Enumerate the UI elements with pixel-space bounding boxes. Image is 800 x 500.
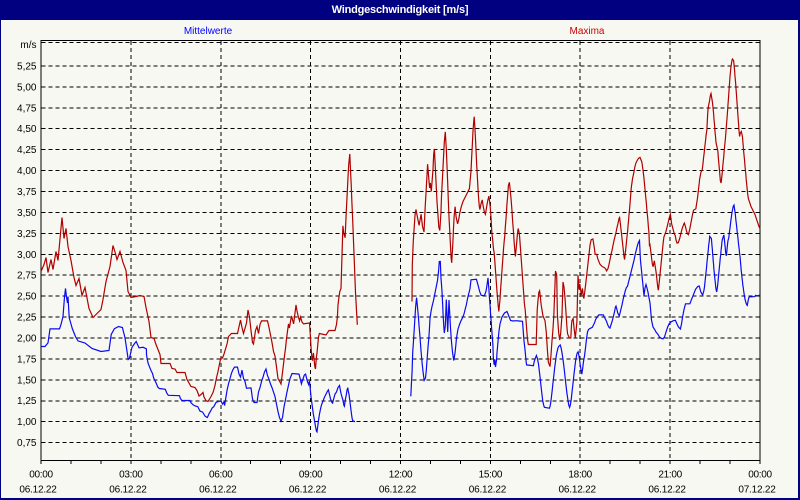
svg-text:06.12.22: 06.12.22	[379, 485, 417, 496]
svg-text:m/s: m/s	[20, 40, 36, 51]
svg-text:21:00: 21:00	[658, 470, 682, 481]
svg-text:4,50: 4,50	[17, 124, 37, 135]
svg-text:3,50: 3,50	[17, 208, 37, 219]
svg-text:3,00: 3,00	[17, 250, 37, 261]
svg-text:18:00: 18:00	[568, 470, 592, 481]
svg-text:4,00: 4,00	[17, 166, 37, 177]
svg-text:06.12.22: 06.12.22	[559, 485, 597, 496]
svg-text:2,00: 2,00	[17, 334, 37, 345]
svg-text:1,75: 1,75	[17, 354, 37, 365]
svg-text:Mittelwerte: Mittelwerte	[184, 26, 233, 37]
svg-text:06:00: 06:00	[209, 470, 233, 481]
svg-text:3,25: 3,25	[17, 229, 37, 240]
svg-text:06.12.22: 06.12.22	[109, 485, 147, 496]
svg-text:00:00: 00:00	[748, 470, 772, 481]
svg-text:06.12.22: 06.12.22	[199, 485, 237, 496]
svg-text:07.12.22: 07.12.22	[738, 485, 776, 496]
svg-text:5,25: 5,25	[17, 61, 37, 72]
svg-text:00:00: 00:00	[29, 470, 53, 481]
svg-text:2,75: 2,75	[17, 271, 37, 282]
svg-text:06.12.22: 06.12.22	[469, 485, 507, 496]
svg-text:06.12.22: 06.12.22	[289, 485, 327, 496]
svg-text:4,75: 4,75	[17, 103, 37, 114]
svg-text:3,75: 3,75	[17, 187, 37, 198]
svg-text:12:00: 12:00	[389, 470, 413, 481]
svg-text:1,25: 1,25	[17, 396, 37, 407]
svg-text:06.12.22: 06.12.22	[19, 485, 57, 496]
svg-text:2,50: 2,50	[17, 292, 37, 303]
svg-text:0,75: 0,75	[17, 438, 37, 449]
svg-text:4,25: 4,25	[17, 145, 37, 156]
svg-text:5,00: 5,00	[17, 82, 37, 93]
svg-text:15:00: 15:00	[479, 470, 503, 481]
svg-text:06.12.22: 06.12.22	[648, 485, 686, 496]
svg-text:1,00: 1,00	[17, 417, 37, 428]
svg-text:1,50: 1,50	[17, 375, 37, 386]
svg-text:03:00: 03:00	[119, 470, 143, 481]
svg-text:09:00: 09:00	[299, 470, 323, 481]
svg-text:2,25: 2,25	[17, 313, 37, 324]
svg-text:Maxima: Maxima	[569, 26, 604, 37]
